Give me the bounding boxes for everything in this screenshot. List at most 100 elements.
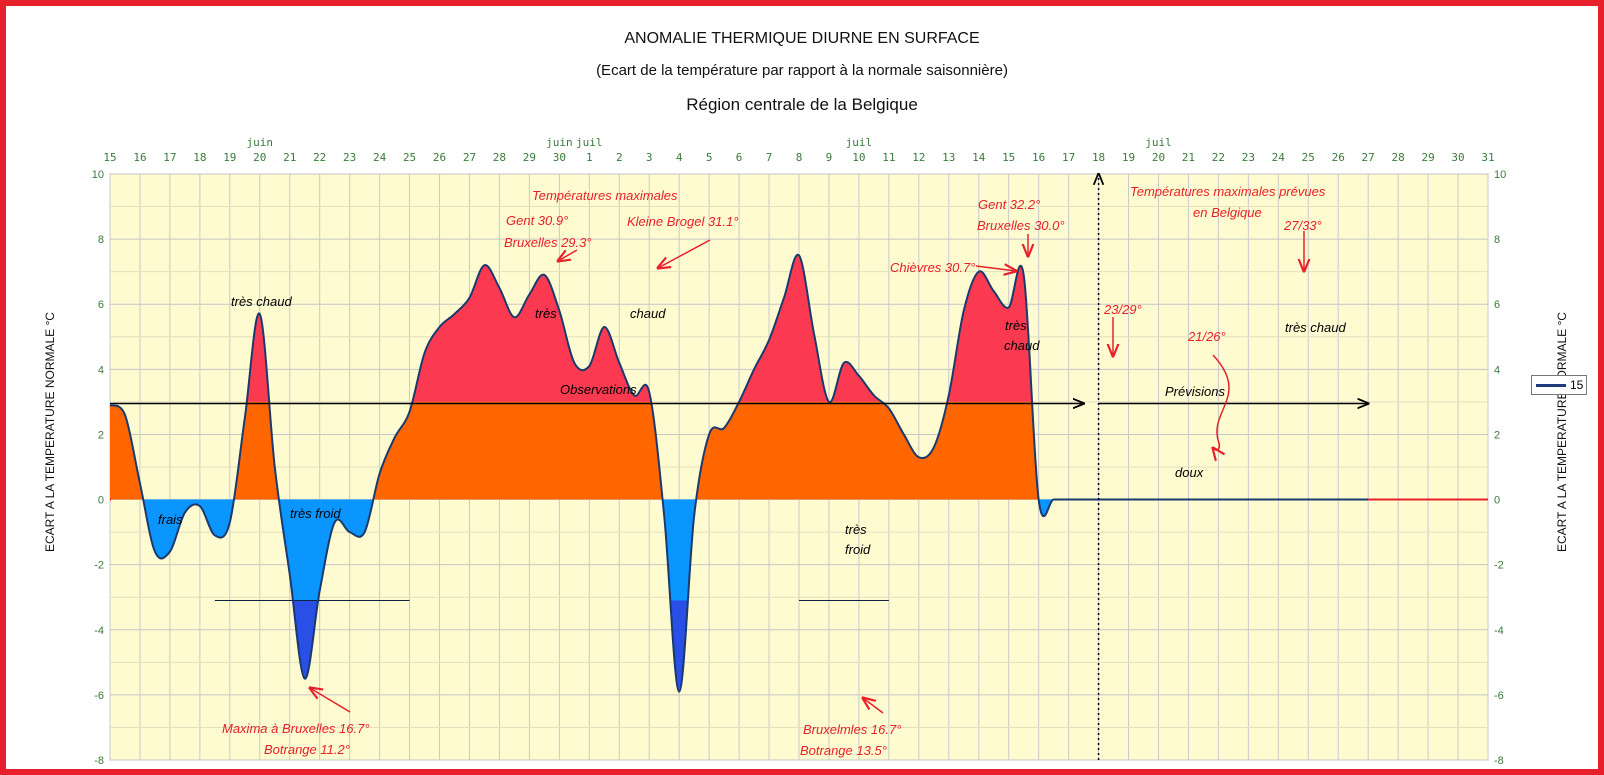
- annotation-gent: Gent 30.9°: [506, 213, 568, 228]
- x-tick-label: 18: [193, 151, 206, 164]
- x-tick-label: 3: [646, 151, 653, 164]
- chart-title: ANOMALIE THERMIQUE DIURNE EN SURFACE: [624, 30, 980, 47]
- x-tick-label: 5: [706, 151, 713, 164]
- x-tick-label: 21: [1182, 151, 1195, 164]
- annotation-temperatures-maximales: Températures maximales: [532, 188, 678, 203]
- y-tick-label-right: 2: [1494, 429, 1500, 441]
- x-tick-label: 16: [1032, 151, 1045, 164]
- annotation-botrange: Botrange 11.2°: [264, 742, 350, 757]
- area-warm: [246, 254, 1033, 402]
- x-tick-label: 6: [736, 151, 743, 164]
- x-tick-label: 13: [942, 151, 955, 164]
- legend-entry: 15: [1570, 378, 1584, 392]
- x-tick-label: 24: [373, 151, 387, 164]
- y-tick-label-left: 0: [98, 495, 104, 507]
- legend-swatch: [1536, 384, 1566, 387]
- y-tick-label-left: 4: [98, 364, 104, 376]
- label-doux: doux: [1175, 465, 1204, 480]
- y-tick-label-left: -2: [94, 560, 104, 572]
- x-tick-label: 14: [972, 151, 986, 164]
- label-tres-froid-2b: froid: [845, 542, 871, 557]
- x-tick-label: 26: [1332, 151, 1345, 164]
- label-tres-chaud-2b: chaud: [1004, 338, 1040, 353]
- x-tick-label: 9: [826, 151, 833, 164]
- annotation-forecast-3: 21/26°: [1187, 329, 1226, 344]
- y-tick-label-left: 10: [92, 169, 104, 181]
- x-month-label: juil: [1145, 136, 1172, 149]
- arrow-chievres: [975, 266, 1016, 271]
- y-tick-label-left: 8: [98, 234, 104, 246]
- annotation-forecast-1: 27/33°: [1283, 218, 1322, 233]
- x-tick-label: 16: [133, 151, 146, 164]
- annotation-previsions-title: Températures maximales prévues: [1130, 184, 1326, 199]
- x-tick-label: 11: [882, 151, 895, 164]
- label-tres-chaud-3: très chaud: [1285, 320, 1346, 335]
- label-previsions: Prévisions: [1165, 384, 1225, 399]
- x-tick-label: 20: [253, 151, 266, 164]
- x-tick-label: 19: [223, 151, 236, 164]
- x-month-label: juil: [576, 136, 603, 149]
- x-tick-label: 29: [523, 151, 536, 164]
- x-tick-label: 17: [1062, 151, 1075, 164]
- x-tick-label: 15: [103, 151, 116, 164]
- x-tick-label: 27: [1362, 151, 1375, 164]
- y-tick-label-right: -4: [1494, 625, 1504, 637]
- label-chaud: chaud: [630, 306, 666, 321]
- arrow-peak-juil3: [658, 239, 711, 268]
- y-tick-label-right: 0: [1494, 495, 1500, 507]
- arrow-minimum-2: [863, 698, 884, 714]
- x-tick-label: 2: [616, 151, 623, 164]
- label-frais: frais: [158, 512, 183, 527]
- y-tick-label-right: -8: [1494, 755, 1504, 767]
- x-tick-label: 20: [1152, 151, 1165, 164]
- arrow-peak-juin30: [558, 249, 578, 261]
- y-tick-label-left: 2: [98, 429, 104, 441]
- legend: 15: [1531, 375, 1587, 395]
- x-tick-label: 22: [313, 151, 326, 164]
- x-month-label: juil: [846, 136, 873, 149]
- x-tick-label: 28: [1392, 151, 1405, 164]
- label-tres: très: [535, 306, 557, 321]
- label-tres-chaud-2a: très: [1005, 318, 1027, 333]
- x-tick-label: 30: [1451, 151, 1464, 164]
- x-tick-label: 17: [163, 151, 176, 164]
- label-observations: Observations: [560, 382, 637, 397]
- area-mild: [110, 401, 1039, 500]
- y-tick-label-right: -2: [1494, 560, 1504, 572]
- annotation-chievres: Chièvres 30.7°: [890, 260, 975, 275]
- annotation-kleine-brogel: Kleine Brogel 31.1°: [627, 214, 738, 229]
- x-tick-label: 19: [1122, 151, 1135, 164]
- label-tres-froid: très froid: [290, 506, 341, 521]
- series-line: [109, 253, 1369, 693]
- x-tick-label: 25: [1302, 151, 1315, 164]
- x-tick-label: 21: [283, 151, 296, 164]
- x-tick-label: 4: [676, 151, 683, 164]
- x-tick-label: 22: [1212, 151, 1225, 164]
- x-tick-label: 7: [766, 151, 773, 164]
- y-tick-label-right: 10: [1494, 169, 1506, 181]
- chart-subtitle: (Ecart de la température par rapport à l…: [596, 62, 1008, 79]
- arrow-minimum-1: [310, 688, 351, 713]
- annotation-maxima-bruxelles-2: Bruxelmles 16.7°: [803, 722, 901, 737]
- y-tick-label-left: -4: [94, 625, 104, 637]
- x-tick-label: 12: [912, 151, 925, 164]
- x-tick-label: 26: [433, 151, 446, 164]
- label-tres-chaud: très chaud: [231, 294, 292, 309]
- x-tick-label: 23: [343, 151, 356, 164]
- y-tick-label-right: 8: [1494, 234, 1500, 246]
- x-tick-label: 25: [403, 151, 416, 164]
- annotation-maxima-bruxelles: Maxima à Bruxelles 16.7°: [222, 721, 370, 736]
- annotation-en-belgique: en Belgique: [1193, 205, 1262, 220]
- x-tick-label: 1: [586, 151, 593, 164]
- x-tick-label: 28: [493, 151, 506, 164]
- x-tick-label: 27: [463, 151, 476, 164]
- y-tick-label-right: -6: [1494, 690, 1504, 702]
- x-tick-label: 8: [796, 151, 803, 164]
- x-tick-label: 10: [852, 151, 865, 164]
- x-tick-label: 30: [553, 151, 566, 164]
- arrow-forecast-22: [1213, 354, 1230, 450]
- annotation-bruxelles: Bruxelles 29.3°: [504, 235, 592, 250]
- y-tick-label-right: 4: [1494, 364, 1500, 376]
- x-tick-label: 29: [1421, 151, 1434, 164]
